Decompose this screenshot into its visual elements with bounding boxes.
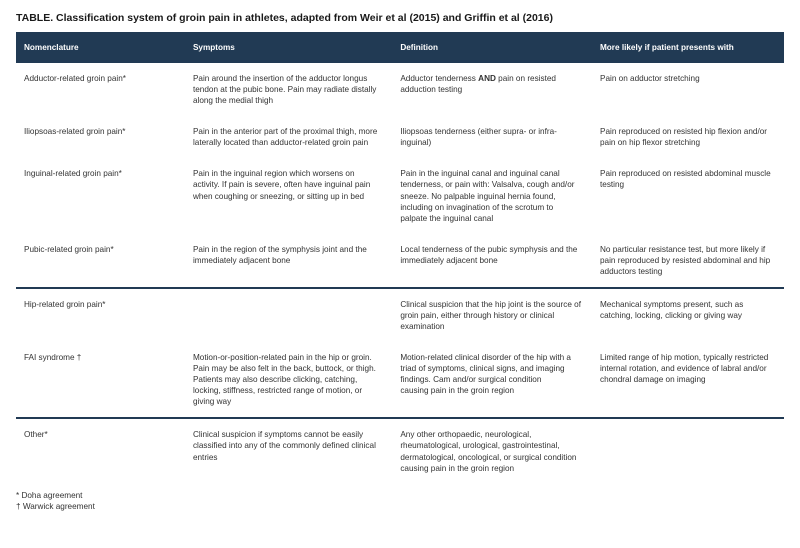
cell-more-likely: Mechanical symptoms present, such as cat…	[592, 289, 784, 342]
col-nomenclature: Nomenclature	[16, 32, 185, 63]
cell-nomenclature: Pubic-related groin pain*	[16, 234, 185, 288]
cell-symptoms: Pain around the insertion of the adducto…	[185, 63, 392, 116]
footnote-doha: * Doha agreement	[16, 490, 784, 501]
cell-symptoms	[185, 289, 392, 342]
col-symptoms: Symptoms	[185, 32, 392, 63]
cell-symptoms: Pain in the anterior part of the proxima…	[185, 116, 392, 158]
header-row: Nomenclature Symptoms Definition More li…	[16, 32, 784, 63]
footnote-warwick: † Warwick agreement	[16, 501, 784, 512]
col-definition: Definition	[392, 32, 592, 63]
cell-definition: Iliopsoas tenderness (either supra- or i…	[392, 116, 592, 158]
cell-symptoms: Clinical suspicion if symptoms cannot be…	[185, 419, 392, 483]
table-title: TABLE. Classification system of groin pa…	[16, 12, 784, 24]
cell-more-likely: Pain reproduced on resisted abdominal mu…	[592, 158, 784, 233]
cell-definition: Clinical suspicion that the hip joint is…	[392, 289, 592, 342]
classification-table: Nomenclature Symptoms Definition More li…	[16, 32, 784, 484]
cell-nomenclature: Adductor-related groin pain*	[16, 63, 185, 116]
cell-more-likely	[592, 419, 784, 483]
table-row: Adductor-related groin pain*Pain around …	[16, 63, 784, 116]
cell-symptoms: Motion-or-position-related pain in the h…	[185, 342, 392, 418]
cell-symptoms: Pain in the inguinal region which worsen…	[185, 158, 392, 233]
table-row: Iliopsoas-related groin pain*Pain in the…	[16, 116, 784, 158]
table-row: Hip-related groin pain* Clinical suspicio…	[16, 289, 784, 342]
cell-definition: Local tenderness of the pubic symphysis …	[392, 234, 592, 288]
cell-definition: Motion-related clinical disorder of the …	[392, 342, 592, 418]
cell-nomenclature: Inguinal-related groin pain*	[16, 158, 185, 233]
title-rest: Classification system of groin pain in a…	[53, 12, 553, 24]
title-prefix: TABLE.	[16, 12, 53, 24]
cell-nomenclature: Other*	[16, 419, 185, 483]
table-row: FAI syndrome †Motion-or-position-related…	[16, 342, 784, 418]
cell-definition: Pain in the inguinal canal and inguinal …	[392, 158, 592, 233]
footnotes: * Doha agreement † Warwick agreement	[16, 490, 784, 512]
cell-more-likely: Pain reproduced on resisted hip flexion …	[592, 116, 784, 158]
cell-definition: Any other orthopaedic, neurological, rhe…	[392, 419, 592, 483]
cell-definition: Adductor tenderness AND pain on resisted…	[392, 63, 592, 116]
col-more-likely: More likely if patient presents with	[592, 32, 784, 63]
cell-more-likely: Pain on adductor stretching	[592, 63, 784, 116]
cell-more-likely: Limited range of hip motion, typically r…	[592, 342, 784, 418]
cell-more-likely: No particular resistance test, but more …	[592, 234, 784, 288]
cell-nomenclature: Hip-related groin pain*	[16, 289, 185, 342]
table-row: Inguinal-related groin pain*Pain in the …	[16, 158, 784, 233]
table-row: Pubic-related groin pain*Pain in the reg…	[16, 234, 784, 288]
cell-symptoms: Pain in the region of the symphysis join…	[185, 234, 392, 288]
table-row: Other*Clinical suspicion if symptoms can…	[16, 419, 784, 483]
cell-nomenclature: Iliopsoas-related groin pain*	[16, 116, 185, 158]
cell-nomenclature: FAI syndrome †	[16, 342, 185, 418]
